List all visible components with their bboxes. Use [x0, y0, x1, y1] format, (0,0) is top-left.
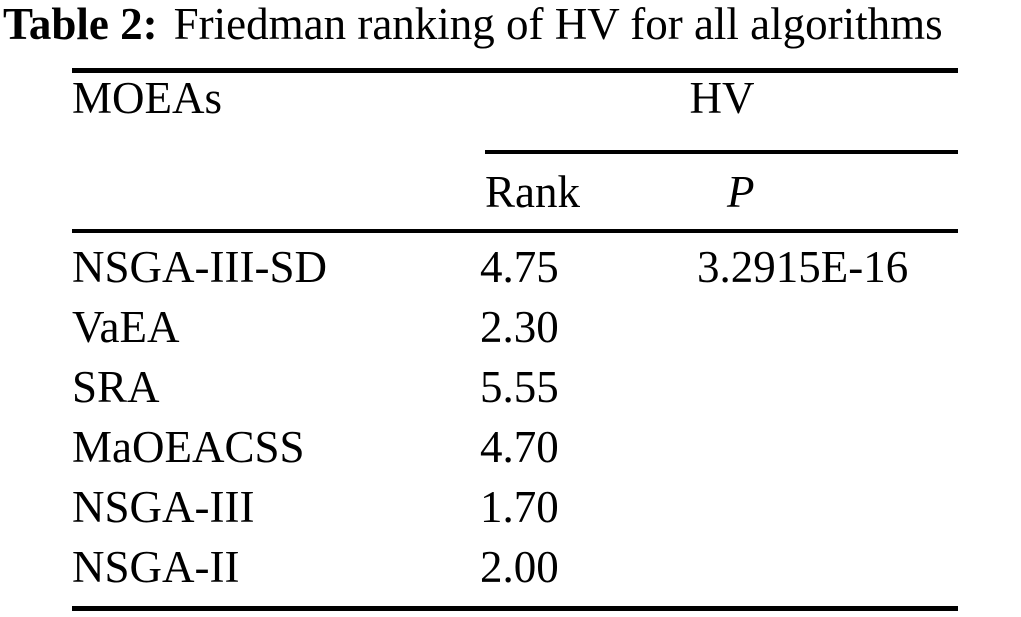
header-hv-group: HV: [689, 73, 755, 123]
rank-value: 2.30: [480, 302, 559, 352]
moea-name: MaOEACSS: [72, 422, 305, 472]
header-moeas: MOEAs: [72, 73, 223, 123]
table-row: SRA 5.55: [0, 365, 1021, 415]
moea-name: SRA: [72, 362, 160, 412]
caption-label: Table 2:: [3, 0, 158, 49]
header-rank: Rank: [485, 167, 580, 217]
rank-value: 4.70: [480, 422, 559, 472]
rank-value: 2.00: [480, 542, 559, 592]
p-value: 3.2915E-16: [697, 242, 909, 292]
moea-name: NSGA-II: [72, 542, 240, 592]
rank-value: 5.55: [480, 362, 559, 412]
table-row: MaOEACSS 4.70: [0, 425, 1021, 475]
table-caption: Table 2: Friedman ranking of HV for all a…: [3, 0, 943, 50]
table-top-rule: [72, 68, 958, 73]
table-bottom-rule: [72, 606, 958, 611]
table-row: VaEA 2.30: [0, 305, 1021, 355]
rank-value: 1.70: [480, 482, 559, 532]
moea-name: NSGA-III-SD: [72, 242, 327, 292]
header-bottom-rule: [72, 229, 958, 233]
caption-text: Friedman ranking of HV for all algorithm…: [173, 0, 943, 49]
table-row: NSGA-III-SD 4.75 3.2915E-16: [0, 245, 1021, 295]
moea-name: VaEA: [72, 302, 180, 352]
table-row: NSGA-III 1.70: [0, 485, 1021, 535]
table-row: NSGA-II 2.00: [0, 545, 1021, 595]
rank-value: 4.75: [480, 242, 559, 292]
moea-name: NSGA-III: [72, 482, 255, 532]
header-p: P: [727, 167, 755, 217]
hv-group-rule: [485, 150, 958, 154]
